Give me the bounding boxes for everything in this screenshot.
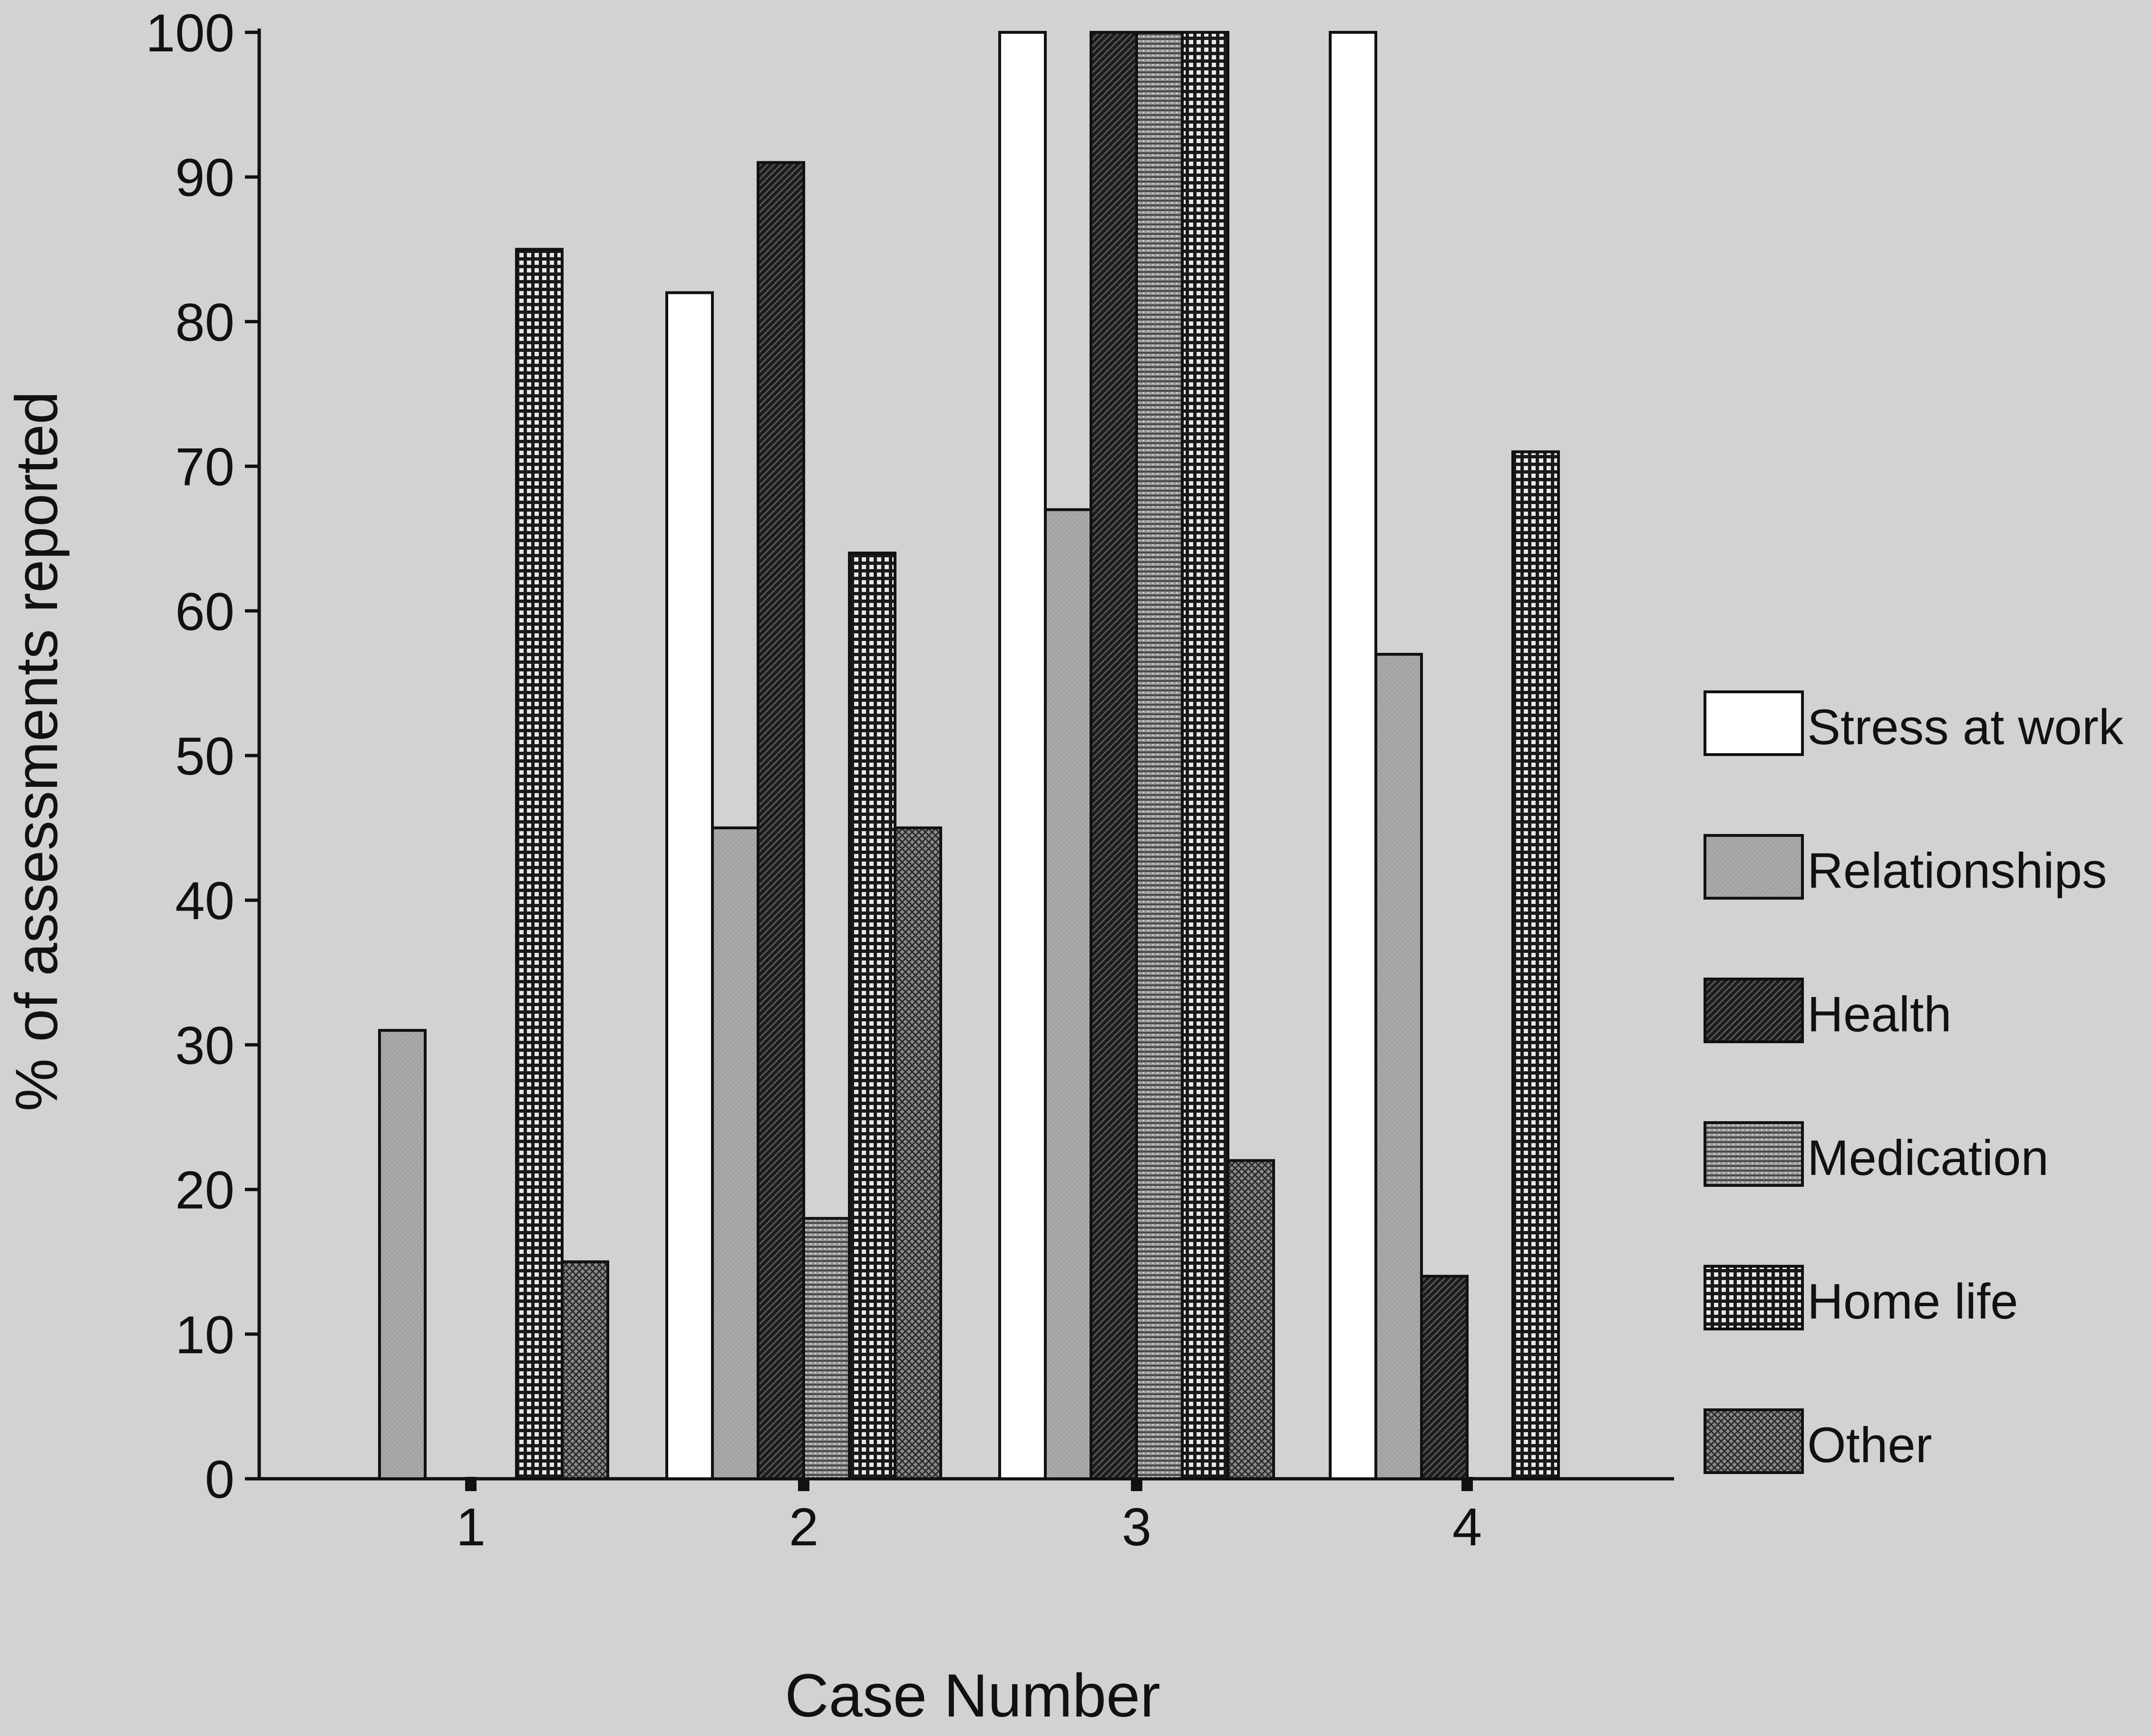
bar-stress-at-work-case-3	[998, 31, 1047, 1480]
legend-swatch-health	[1704, 978, 1804, 1043]
x-axis-label: Case Number	[785, 1662, 1160, 1730]
legend-swatch-medication	[1704, 1121, 1804, 1187]
y-tick-label: 50	[175, 727, 234, 786]
y-tick-label: 70	[175, 437, 234, 497]
y-tick-label: 30	[175, 1016, 234, 1075]
legend-label: Relationships	[1807, 843, 2107, 899]
bar-other-case-2	[894, 826, 942, 1480]
legend-swatch-stress-at-work	[1704, 690, 1804, 756]
bar-home-life-case-2	[848, 552, 896, 1480]
x-tick-label: 3	[1122, 1497, 1151, 1557]
bar-medication-case-3	[1135, 31, 1184, 1480]
axes: 0 10 20 30 40 50 60 70 80 90 100 1 2 3 4	[146, 3, 1674, 1557]
bar-health-case-4	[1420, 1275, 1469, 1481]
bar-stress-at-work-case-2	[665, 291, 714, 1480]
x-tick-label: 1	[456, 1497, 486, 1557]
legend-label: Home life	[1807, 1274, 2018, 1329]
bar-home-life-case-1	[515, 248, 564, 1480]
y-tick-label: 60	[175, 582, 234, 641]
y-tick-label: 90	[175, 148, 234, 207]
bar-medication-case-2	[802, 1217, 851, 1480]
bar-health-case-3	[1090, 31, 1138, 1480]
y-tick-label: 80	[175, 292, 234, 352]
y-axis-label: % of assessments reported	[4, 391, 70, 1112]
legend-label: Stress at work	[1807, 699, 2124, 755]
y-tick-label: 10	[175, 1305, 234, 1365]
y-tick-label: 20	[175, 1161, 234, 1220]
bar-relationships-case-4	[1374, 653, 1423, 1480]
bar-stress-at-work-case-4	[1329, 31, 1377, 1480]
legend-swatch-relationships	[1704, 834, 1804, 900]
y-tick-label: 40	[175, 871, 234, 931]
legend-swatch-home-life	[1704, 1265, 1804, 1330]
legend-swatch-other	[1704, 1408, 1804, 1474]
bar-home-life-case-4	[1511, 450, 1560, 1481]
bar-health-case-2	[757, 161, 805, 1480]
legend-label: Other	[1807, 1417, 1932, 1473]
bar-relationships-case-2	[711, 826, 760, 1480]
x-tick-label: 4	[1452, 1497, 1482, 1557]
legend-label: Medication	[1807, 1130, 2049, 1186]
bar-relationships-case-1	[378, 1028, 427, 1480]
legend-label: Health	[1807, 987, 1952, 1042]
x-tick-label: 2	[789, 1497, 818, 1557]
y-tick-label: 0	[205, 1450, 234, 1509]
bars	[378, 31, 1560, 1481]
y-tick-label: 100	[146, 3, 234, 63]
bar-home-life-case-3	[1181, 31, 1229, 1480]
bar-other-case-3	[1227, 1159, 1275, 1480]
bar-other-case-1	[561, 1260, 609, 1480]
legend: Stress at work Relationships Health Medicat…	[1704, 690, 2124, 1474]
x-tick-mark	[465, 1477, 477, 1491]
bar-relationships-case-3	[1044, 508, 1092, 1480]
